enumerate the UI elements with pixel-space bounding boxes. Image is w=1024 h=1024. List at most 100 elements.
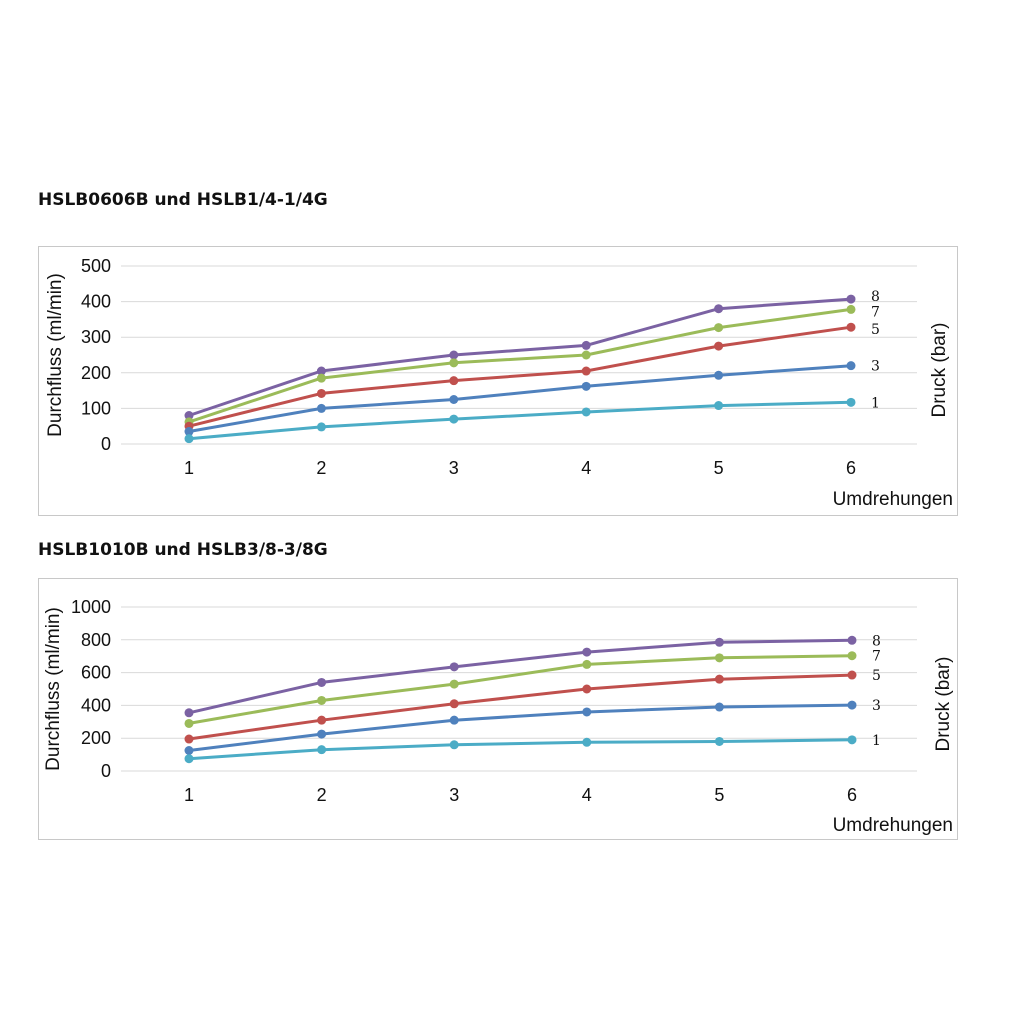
- data-point-3: [847, 700, 857, 710]
- data-point-3: [846, 361, 856, 371]
- data-point-8: [714, 637, 724, 647]
- data-point-1: [184, 754, 194, 764]
- series-line-3: [187, 703, 854, 752]
- y-tick-label: 400: [81, 695, 111, 715]
- data-point-8: [846, 294, 856, 304]
- y-tick-label: 100: [81, 398, 111, 418]
- y-axis-title: Durchfluss (ml/min): [45, 273, 66, 437]
- y-tick-label: 600: [81, 663, 111, 683]
- x-tick-label: 5: [714, 458, 724, 478]
- series-line-8: [187, 297, 853, 417]
- data-point-8: [582, 647, 592, 657]
- data-point-5: [317, 715, 327, 725]
- y-tick-label: 200: [81, 363, 111, 383]
- series-label-1: 1: [872, 733, 881, 749]
- data-point-7: [847, 651, 857, 661]
- data-point-5: [316, 388, 326, 398]
- data-point-8: [714, 304, 724, 314]
- x-tick-label: 6: [846, 458, 856, 478]
- data-point-8: [449, 350, 459, 360]
- y-tick-label: 400: [81, 292, 111, 312]
- y2-axis-title: Druck (bar): [929, 322, 950, 417]
- data-point-5: [714, 341, 724, 351]
- data-point-5: [847, 670, 857, 680]
- data-point-7: [714, 653, 724, 663]
- chart-1-title: HSLB0606B und HSLB1/4-1/4G: [38, 190, 328, 210]
- data-point-3: [317, 729, 327, 739]
- y-tick-label: 200: [81, 728, 111, 748]
- x-tick-label: 1: [184, 785, 194, 805]
- data-point-5: [581, 366, 591, 376]
- chart-2: 0 200 400 600 800 1000 1 2 3 4 5 6 Durchfluss (ml/mi…: [38, 578, 958, 840]
- data-point-1: [184, 434, 194, 444]
- data-point-3: [581, 381, 591, 391]
- data-point-1: [449, 740, 459, 750]
- data-point-7: [317, 695, 327, 705]
- series-label-8: 8: [871, 289, 880, 305]
- data-point-1: [581, 407, 591, 417]
- data-point-1: [714, 401, 724, 411]
- data-point-5: [714, 674, 724, 684]
- data-point-8: [581, 340, 591, 350]
- data-point-7: [184, 718, 194, 728]
- series-label-5: 5: [871, 322, 880, 338]
- x-tick-label: 2: [316, 458, 326, 478]
- x-tick-label: 3: [449, 458, 459, 478]
- data-point-7: [316, 373, 326, 383]
- data-point-7: [581, 350, 591, 360]
- series-label-5: 5: [872, 668, 881, 684]
- y-axis-title: Durchfluss (ml/min): [43, 607, 64, 771]
- x-tick-label: 1: [184, 458, 194, 478]
- data-point-1: [714, 736, 724, 746]
- data-point-3: [582, 707, 592, 717]
- chart-2-title: HSLB1010B und HSLB3/8-3/8G: [38, 540, 328, 560]
- data-point-7: [582, 659, 592, 669]
- data-point-1: [317, 745, 327, 755]
- x-tick-label: 2: [317, 785, 327, 805]
- x-tick-label: 3: [449, 785, 459, 805]
- series-label-7: 7: [872, 649, 881, 665]
- data-point-8: [184, 411, 194, 421]
- x-axis-title: Umdrehungen: [833, 815, 953, 836]
- y-tick-label: 0: [101, 434, 111, 454]
- series-line-1: [187, 738, 854, 761]
- data-point-5: [582, 684, 592, 694]
- data-point-3: [449, 715, 459, 725]
- chart-2-plot: 0 200 400 600 800 1000 1 2 3 4 5 6 Durchfluss (ml/mi…: [43, 597, 954, 836]
- series-line-8: [187, 638, 854, 715]
- series-label-8: 8: [872, 633, 881, 649]
- x-tick-label: 5: [714, 785, 724, 805]
- data-point-8: [316, 366, 326, 376]
- data-point-5: [449, 376, 459, 386]
- data-point-3: [316, 403, 326, 413]
- data-point-8: [317, 677, 327, 687]
- data-point-7: [449, 679, 459, 689]
- y2-axis-title: Druck (bar): [933, 656, 954, 751]
- series-label-1: 1: [871, 395, 880, 411]
- x-tick-label: 4: [581, 458, 591, 478]
- data-point-5: [184, 734, 194, 744]
- y-tick-label: 500: [81, 256, 111, 276]
- data-point-7: [846, 304, 856, 314]
- series-line-5: [187, 325, 853, 428]
- x-axis-title: Umdrehungen: [833, 489, 953, 510]
- data-point-7: [714, 323, 724, 333]
- x-tick-label: 6: [847, 785, 857, 805]
- data-point-1: [449, 414, 459, 424]
- data-point-3: [184, 427, 194, 437]
- data-point-8: [449, 662, 459, 672]
- data-point-1: [847, 735, 857, 745]
- series-line-1: [187, 400, 853, 441]
- data-point-3: [714, 370, 724, 380]
- data-point-1: [846, 397, 856, 407]
- data-point-7: [449, 358, 459, 368]
- chart-1-plot: 0 100 200 300 400 500 1 2 3 4 5 6 Durchfluss (ml/min…: [45, 256, 953, 510]
- data-point-8: [847, 635, 857, 645]
- y-tick-label: 1000: [71, 597, 111, 617]
- series-line-5: [187, 673, 854, 741]
- series-label-7: 7: [871, 304, 880, 320]
- y-tick-label: 800: [81, 630, 111, 650]
- y-tick-label: 0: [101, 761, 111, 781]
- series-line-7: [187, 654, 854, 725]
- data-point-1: [316, 422, 326, 432]
